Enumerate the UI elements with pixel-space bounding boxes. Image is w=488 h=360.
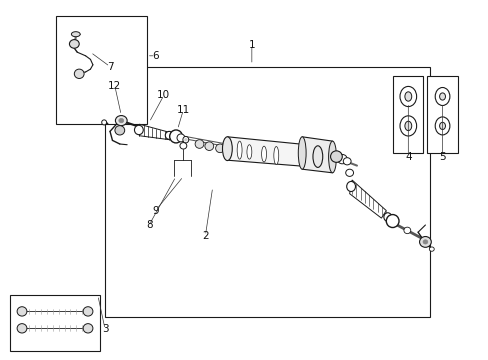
Polygon shape bbox=[302, 137, 332, 173]
Ellipse shape bbox=[215, 144, 224, 153]
Ellipse shape bbox=[404, 92, 411, 101]
Ellipse shape bbox=[399, 116, 416, 136]
Ellipse shape bbox=[419, 237, 430, 247]
Text: 4: 4 bbox=[404, 152, 411, 162]
Ellipse shape bbox=[312, 146, 322, 167]
Ellipse shape bbox=[330, 151, 342, 162]
Ellipse shape bbox=[184, 138, 187, 141]
Ellipse shape bbox=[237, 141, 242, 159]
Bar bbox=[105, 67, 429, 317]
Ellipse shape bbox=[434, 117, 449, 135]
Ellipse shape bbox=[337, 154, 346, 164]
Text: 2: 2 bbox=[202, 231, 208, 241]
Text: 11: 11 bbox=[176, 105, 190, 115]
Ellipse shape bbox=[204, 142, 213, 150]
Ellipse shape bbox=[180, 143, 186, 149]
Ellipse shape bbox=[403, 227, 410, 234]
Text: 12: 12 bbox=[108, 81, 122, 91]
Ellipse shape bbox=[83, 324, 93, 333]
Ellipse shape bbox=[404, 121, 411, 131]
Ellipse shape bbox=[195, 140, 203, 148]
Polygon shape bbox=[349, 180, 386, 218]
Ellipse shape bbox=[399, 86, 416, 107]
Ellipse shape bbox=[119, 118, 123, 123]
Ellipse shape bbox=[439, 122, 445, 130]
Ellipse shape bbox=[69, 40, 79, 48]
Ellipse shape bbox=[261, 146, 266, 162]
Ellipse shape bbox=[273, 147, 278, 165]
Text: 8: 8 bbox=[145, 220, 152, 230]
Ellipse shape bbox=[386, 215, 398, 228]
Ellipse shape bbox=[439, 93, 445, 100]
Ellipse shape bbox=[17, 324, 27, 333]
Ellipse shape bbox=[115, 116, 127, 126]
Ellipse shape bbox=[246, 145, 251, 159]
Ellipse shape bbox=[169, 130, 182, 143]
Ellipse shape bbox=[134, 125, 143, 135]
Bar bbox=[427, 76, 457, 153]
Ellipse shape bbox=[17, 307, 27, 316]
Bar bbox=[392, 76, 423, 153]
Ellipse shape bbox=[83, 307, 93, 316]
Text: 5: 5 bbox=[438, 152, 445, 162]
Ellipse shape bbox=[165, 131, 173, 139]
Ellipse shape bbox=[428, 247, 433, 251]
Text: 7: 7 bbox=[106, 62, 113, 72]
Ellipse shape bbox=[383, 213, 391, 221]
Polygon shape bbox=[139, 124, 168, 140]
Ellipse shape bbox=[71, 32, 80, 37]
Ellipse shape bbox=[345, 169, 353, 176]
Ellipse shape bbox=[183, 136, 188, 143]
Ellipse shape bbox=[102, 120, 106, 125]
Ellipse shape bbox=[422, 240, 427, 244]
Text: 3: 3 bbox=[102, 324, 108, 334]
Polygon shape bbox=[227, 137, 317, 167]
Ellipse shape bbox=[343, 158, 350, 165]
Text: 10: 10 bbox=[157, 90, 170, 100]
Ellipse shape bbox=[298, 137, 305, 169]
Text: 9: 9 bbox=[152, 206, 159, 216]
Ellipse shape bbox=[328, 141, 336, 173]
Ellipse shape bbox=[115, 126, 124, 135]
Ellipse shape bbox=[222, 137, 232, 161]
Ellipse shape bbox=[177, 134, 184, 142]
Text: 6: 6 bbox=[152, 51, 159, 61]
Ellipse shape bbox=[434, 87, 449, 105]
Bar bbox=[56, 16, 146, 124]
Ellipse shape bbox=[74, 69, 84, 78]
Bar bbox=[10, 295, 100, 351]
Text: 1: 1 bbox=[248, 40, 255, 50]
Ellipse shape bbox=[346, 181, 355, 192]
